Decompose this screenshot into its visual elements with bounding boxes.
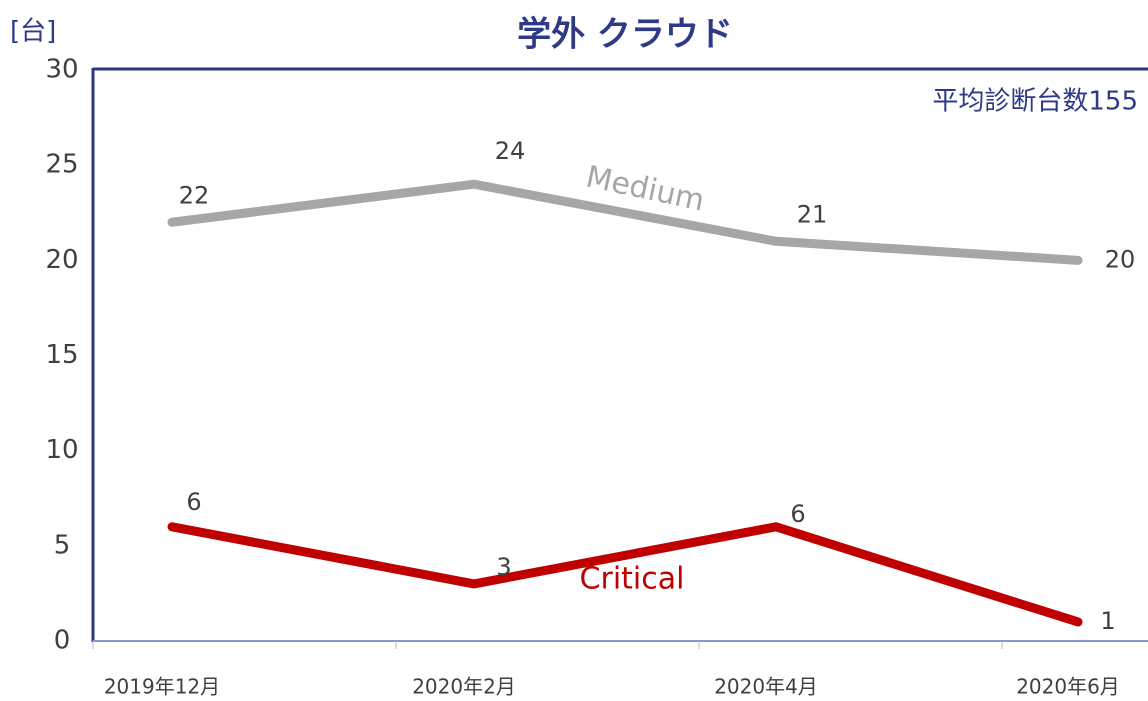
data-label: 24 — [495, 137, 526, 165]
y-tick-label: 20 — [45, 245, 78, 275]
data-label: 6 — [186, 488, 201, 516]
series-label: Critical — [580, 562, 685, 597]
data-label: 20 — [1105, 245, 1136, 273]
data-label: 22 — [179, 181, 210, 209]
y-tick-label: 5 — [54, 530, 71, 560]
y-tick-label: 0 — [54, 626, 71, 656]
series-line — [167, 522, 1083, 627]
x-tick-label: 2020年2月 — [412, 675, 516, 699]
x-tick-label: 2020年4月 — [714, 675, 818, 699]
x-tick-label: 2019年12月 — [104, 675, 220, 699]
y-tick-label: 25 — [45, 150, 78, 180]
data-label: 21 — [797, 200, 828, 228]
y-tick-label: 15 — [45, 340, 78, 370]
data-label: 1 — [1100, 607, 1115, 635]
data-label: 6 — [790, 500, 805, 528]
chart-title: 学外 クラウド — [517, 15, 733, 55]
series-line — [167, 179, 1083, 265]
annotation: 平均診断台数155 — [932, 87, 1138, 117]
y-axis-label: [台] — [10, 17, 56, 47]
x-tick-label: 2020年6月 — [1016, 675, 1120, 699]
y-tick-label: 10 — [45, 435, 78, 465]
data-label: 3 — [496, 553, 511, 581]
y-tick-label: 30 — [45, 55, 78, 85]
